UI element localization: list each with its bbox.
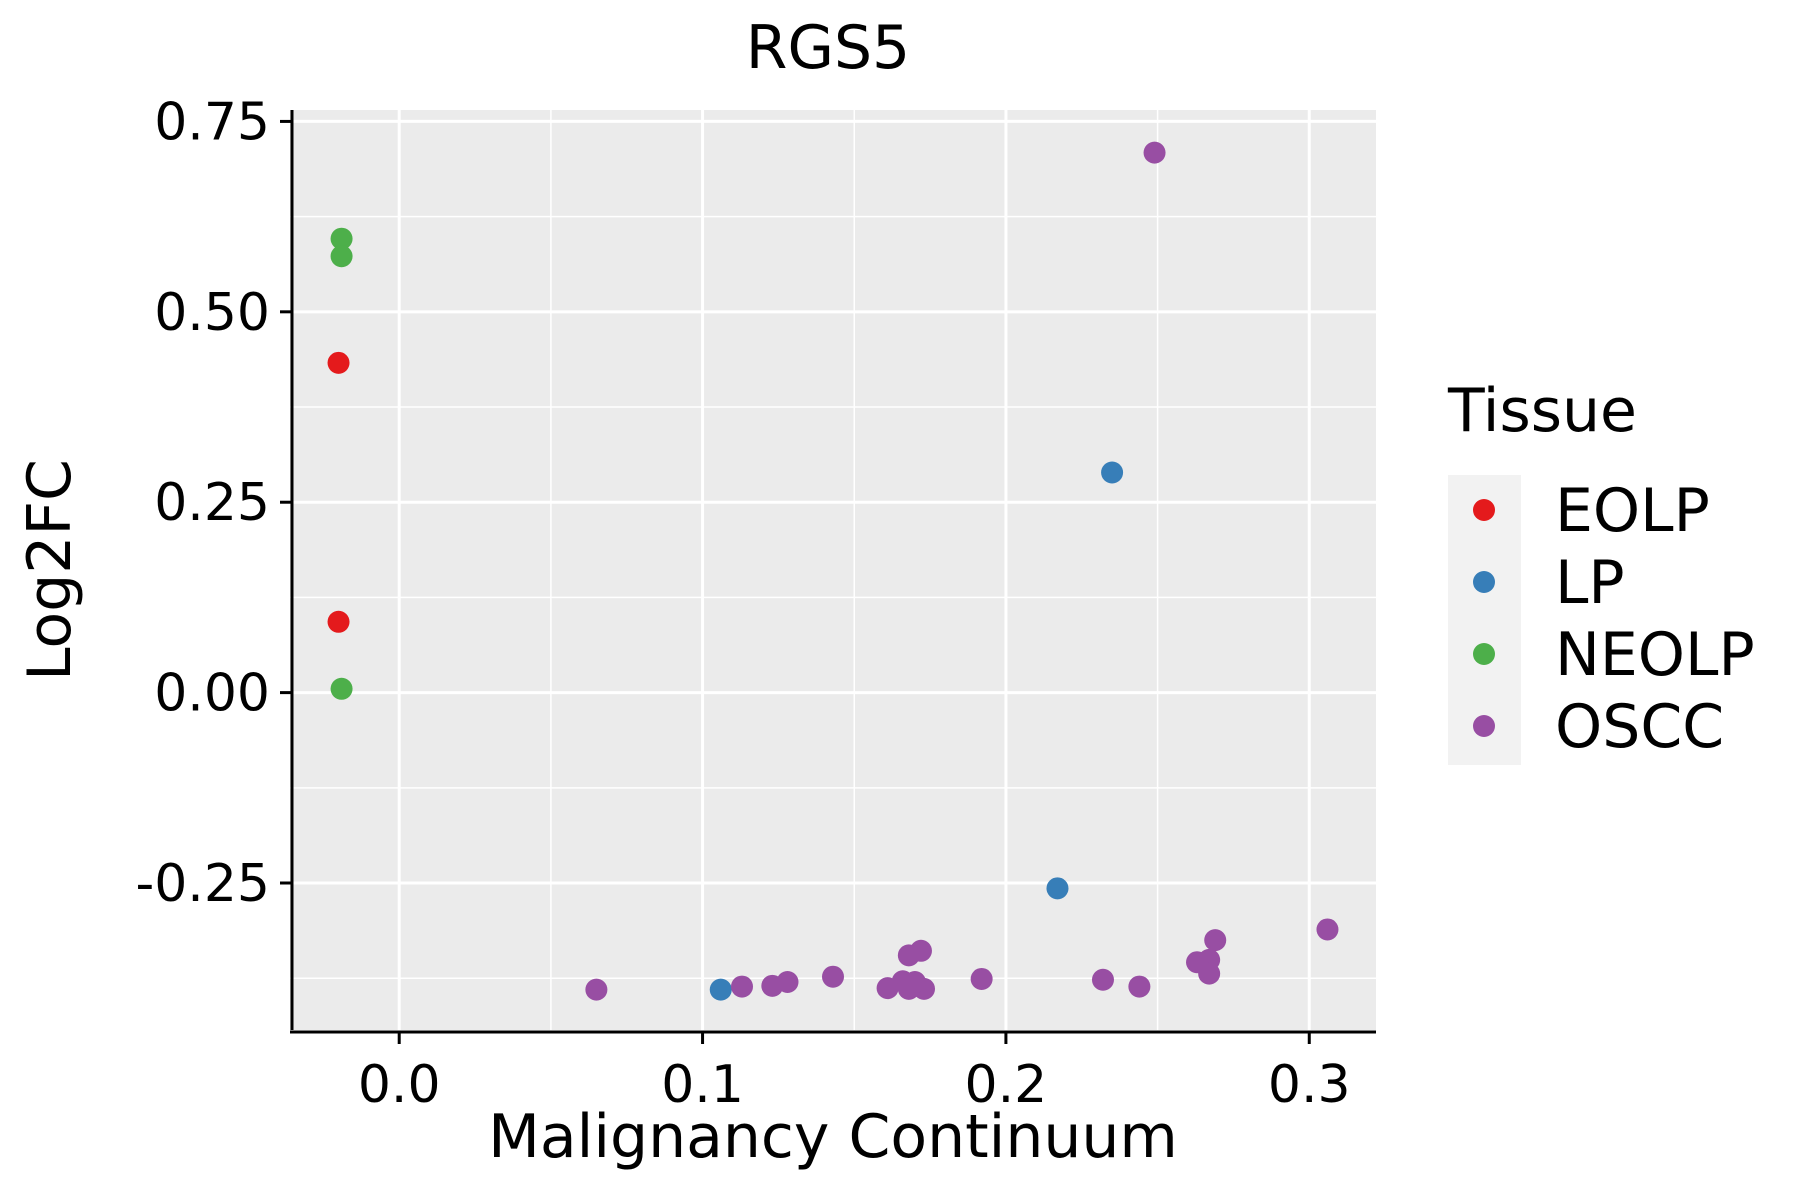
point-oscc bbox=[1143, 141, 1166, 164]
major-gridlines bbox=[290, 110, 1376, 1030]
x-tick-label: 0.1 bbox=[661, 1055, 744, 1115]
x-axis-title: Malignancy Continuum bbox=[488, 1102, 1178, 1172]
y-axis-ticks: -0.25 0.00 0.25 0.50 0.75 bbox=[135, 92, 292, 914]
x-tick-label: 0.3 bbox=[1268, 1055, 1351, 1115]
point-oscc bbox=[730, 975, 753, 998]
point-lp bbox=[1101, 461, 1124, 484]
plot-title: RGS5 bbox=[746, 13, 910, 83]
point-oscc bbox=[903, 971, 926, 994]
y-tick-label: 0.25 bbox=[154, 473, 270, 533]
point-oscc bbox=[897, 944, 920, 967]
point-neolp bbox=[330, 677, 353, 700]
legend-key-eolp bbox=[1473, 499, 1495, 521]
point-oscc bbox=[1204, 929, 1227, 952]
y-tick-label: 0.50 bbox=[154, 283, 270, 343]
point-oscc bbox=[761, 974, 784, 997]
legend-key-oscc bbox=[1473, 715, 1495, 737]
point-lp bbox=[1046, 877, 1069, 900]
legend-key-lp bbox=[1473, 571, 1495, 593]
legend-label-neolp: NEOLP bbox=[1555, 620, 1755, 690]
y-tick-label: -0.25 bbox=[135, 854, 270, 914]
data-points bbox=[327, 141, 1339, 1001]
point-oscc bbox=[822, 965, 844, 988]
point-oscc bbox=[1128, 975, 1151, 998]
legend-label-lp: LP bbox=[1555, 548, 1625, 618]
y-tick-label: 0.00 bbox=[154, 664, 270, 724]
x-axis-ticks: 0.0 0.1 0.2 0.3 bbox=[358, 1032, 1351, 1115]
x-tick-label: 0.0 bbox=[358, 1055, 441, 1115]
legend-title: Tissue bbox=[1447, 376, 1637, 446]
y-tick-label: 0.75 bbox=[154, 92, 270, 152]
point-oscc bbox=[1091, 968, 1114, 991]
point-neolp bbox=[330, 245, 353, 268]
point-oscc bbox=[585, 978, 608, 1001]
x-tick-label: 0.2 bbox=[965, 1055, 1048, 1115]
point-oscc bbox=[1198, 962, 1221, 985]
point-eolp bbox=[327, 610, 350, 633]
legend-key-neolp bbox=[1473, 643, 1495, 665]
point-lp bbox=[709, 978, 732, 1001]
legend-label-oscc: OSCC bbox=[1555, 692, 1724, 762]
point-neolp bbox=[330, 227, 353, 250]
point-oscc bbox=[876, 977, 899, 1000]
plot-panel bbox=[290, 110, 1376, 1030]
point-eolp bbox=[327, 351, 350, 374]
point-oscc bbox=[970, 967, 993, 990]
point-oscc bbox=[1316, 918, 1339, 941]
y-axis-title: Log2FC bbox=[15, 459, 85, 681]
legend-label-eolp: EOLP bbox=[1555, 476, 1710, 546]
